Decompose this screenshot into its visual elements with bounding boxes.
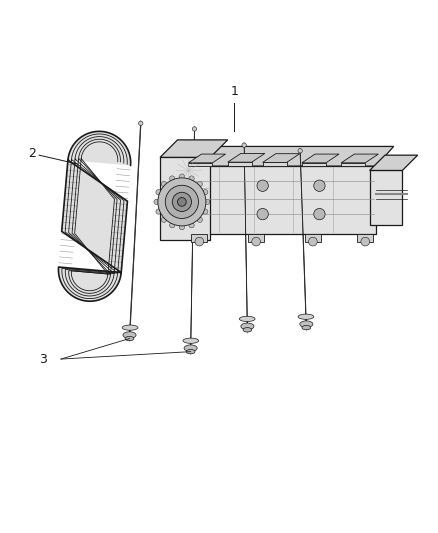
Ellipse shape <box>298 314 314 319</box>
Polygon shape <box>357 234 373 243</box>
Circle shape <box>179 224 184 230</box>
Ellipse shape <box>184 345 197 351</box>
Circle shape <box>308 237 317 246</box>
Circle shape <box>257 180 268 191</box>
Circle shape <box>252 237 261 246</box>
Polygon shape <box>180 147 394 166</box>
Polygon shape <box>341 163 365 166</box>
Circle shape <box>156 190 161 195</box>
Circle shape <box>195 237 204 246</box>
Circle shape <box>138 121 143 125</box>
Circle shape <box>177 198 186 206</box>
Circle shape <box>154 199 159 205</box>
Ellipse shape <box>243 328 252 332</box>
Polygon shape <box>302 154 339 163</box>
Polygon shape <box>188 163 212 166</box>
Circle shape <box>205 199 210 205</box>
Polygon shape <box>228 154 265 162</box>
Circle shape <box>179 174 184 179</box>
Ellipse shape <box>125 336 134 341</box>
Circle shape <box>314 208 325 220</box>
Ellipse shape <box>122 325 138 330</box>
Circle shape <box>161 217 166 222</box>
Text: 3: 3 <box>39 352 47 366</box>
Circle shape <box>361 237 370 246</box>
Circle shape <box>197 217 202 222</box>
Polygon shape <box>160 140 228 157</box>
Circle shape <box>203 209 208 214</box>
Circle shape <box>257 208 268 220</box>
Ellipse shape <box>302 326 311 330</box>
Polygon shape <box>180 166 376 234</box>
Circle shape <box>172 192 191 212</box>
Text: 2: 2 <box>28 147 36 160</box>
Polygon shape <box>228 162 252 166</box>
Ellipse shape <box>186 350 195 354</box>
Polygon shape <box>58 131 131 301</box>
Polygon shape <box>160 157 210 240</box>
Circle shape <box>158 178 206 226</box>
Circle shape <box>170 223 175 228</box>
Circle shape <box>189 176 194 181</box>
Ellipse shape <box>239 316 255 321</box>
Ellipse shape <box>300 321 313 327</box>
Circle shape <box>161 181 166 187</box>
Polygon shape <box>302 163 326 166</box>
Circle shape <box>203 190 208 195</box>
Circle shape <box>165 185 198 219</box>
Circle shape <box>170 176 175 181</box>
Polygon shape <box>305 234 321 243</box>
Circle shape <box>189 223 194 228</box>
Polygon shape <box>191 234 207 243</box>
Circle shape <box>197 181 202 187</box>
Polygon shape <box>370 155 418 171</box>
Circle shape <box>242 143 246 147</box>
Circle shape <box>298 149 302 153</box>
Text: 1: 1 <box>230 85 238 99</box>
Polygon shape <box>248 234 264 243</box>
Ellipse shape <box>241 323 254 329</box>
Polygon shape <box>263 154 300 163</box>
Polygon shape <box>341 154 378 163</box>
Polygon shape <box>263 163 287 166</box>
Circle shape <box>192 127 197 131</box>
Ellipse shape <box>183 338 199 343</box>
Circle shape <box>156 209 161 214</box>
Polygon shape <box>188 154 226 163</box>
Circle shape <box>314 180 325 191</box>
Ellipse shape <box>123 332 136 338</box>
Polygon shape <box>370 171 403 225</box>
